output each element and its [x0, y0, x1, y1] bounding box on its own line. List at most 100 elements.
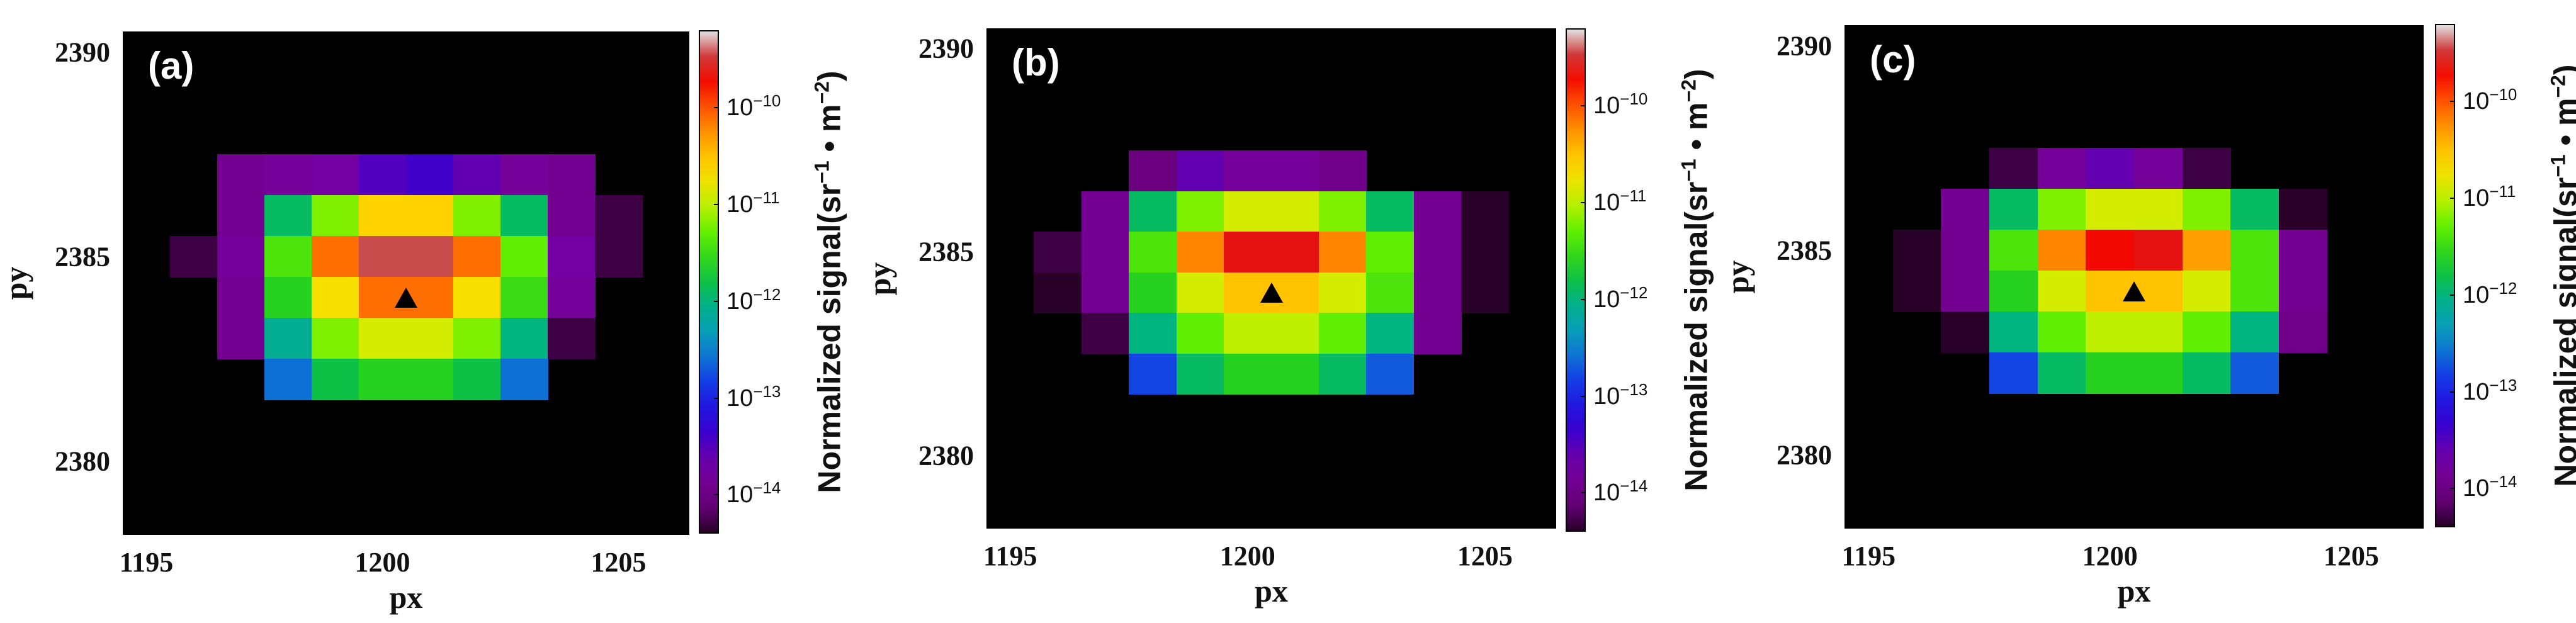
heatmap-cell [1989, 189, 2038, 230]
colorbar-tick-mark [2450, 101, 2455, 103]
y-tick-label: 2390 [918, 33, 974, 64]
heatmap-cell [1366, 232, 1415, 273]
heatmap-cell [2086, 230, 2135, 271]
triangle-marker [395, 287, 417, 308]
colorbar-tick-mark [714, 107, 719, 109]
heatmap-cell [500, 277, 548, 318]
heatmap-cell [548, 154, 596, 196]
y-tick-label: 2380 [55, 446, 110, 477]
panel-label: (a) [148, 45, 195, 87]
x-tick-mark [381, 529, 383, 535]
colorbar-tick-mark [1581, 492, 1586, 494]
heatmap-cell [2086, 189, 2135, 230]
heatmap-cell [1271, 150, 1319, 192]
colorbar-tick-label: 10−14 [726, 478, 781, 508]
colorbar-tick-label: 10−14 [1593, 476, 1648, 507]
heatmap-cell [1318, 272, 1367, 313]
heatmap-cell [1989, 312, 2038, 353]
panel-label: (c) [1870, 38, 1916, 81]
panel-b: (b) 1195 1200 1205 2380 2385 2390 px py 10−10 10−1… [862, 0, 1719, 623]
y-axis-label: py [1720, 260, 1755, 294]
heatmap-cell [2230, 271, 2279, 312]
heatmap-cell [359, 154, 407, 196]
x-tick-label: 1195 [1841, 541, 1896, 571]
heatmap-cell [2230, 230, 2279, 271]
colorbar-tick-label: 10−12 [1593, 283, 1648, 313]
colorbar-tick-mark [2450, 488, 2455, 490]
x-tick-label: 1195 [983, 541, 1037, 571]
heatmap-cell [453, 154, 501, 196]
heatmap-cell [264, 277, 312, 318]
x-tick-label: 1195 [119, 547, 174, 578]
heatmap-cell [1176, 272, 1224, 313]
heatmap-cell [312, 359, 359, 400]
heatmap-cell [548, 236, 596, 278]
heatmap-cell [2037, 230, 2086, 271]
heatmap-cell [264, 359, 312, 400]
heatmap-cell [2037, 271, 2086, 312]
heatmap-cell [170, 236, 218, 278]
x-tick-label: 1205 [590, 547, 647, 578]
heatmap-cell [359, 359, 407, 400]
heatmap-cell [1318, 191, 1367, 232]
colorbar-tick-mark [714, 300, 719, 302]
heatmap-cell [595, 236, 643, 278]
heatmap-cell [406, 318, 454, 359]
heatmap-cell [1461, 272, 1510, 313]
heatmap-cell [2182, 352, 2231, 394]
heatmap-cell [595, 195, 643, 237]
heatmap-cell [1224, 313, 1272, 354]
heatmap-cell [2086, 148, 2135, 189]
heatmap-cell [1176, 313, 1224, 354]
colorbar-tick-mark [1581, 201, 1586, 203]
x-tick-mark [1009, 522, 1011, 529]
x-tick-mark [1868, 522, 1870, 529]
heatmap-cell [1892, 271, 1941, 312]
colorbar-tick-label: 10−12 [726, 284, 781, 315]
heatmap-cell [500, 195, 548, 237]
heatmap-cell [548, 195, 596, 237]
heatmap-cell [548, 318, 596, 359]
colorbar-tick-label: 10−10 [1593, 89, 1648, 120]
heatmap-cell [1413, 313, 1462, 354]
heatmap-cell [2037, 189, 2086, 230]
heatmap-cell [1413, 232, 1462, 273]
heatmap-cell [1366, 191, 1415, 232]
heatmap-cell [2182, 271, 2231, 312]
colorbar-tick-label: 10−12 [2463, 278, 2517, 308]
heatmap-cell [500, 236, 548, 278]
colorbar-tick-mark [1581, 105, 1586, 107]
colorbar-label: Normalized signal(sr−1 • m−2) [810, 70, 847, 493]
heatmap-cell [1989, 230, 2038, 271]
colorbar [699, 30, 719, 534]
heatmap-cell [453, 195, 501, 237]
x-axis-label: px [389, 580, 423, 615]
heatmap-cell [406, 236, 454, 278]
heatmap-cell [1318, 232, 1367, 273]
panel-a: (a) 1195 1200 1205 2380 2385 2390 px py 10−10 10−1… [0, 0, 856, 623]
heatmap-cell [2279, 271, 2328, 312]
heatmap-cell [500, 154, 548, 196]
heatmap-cell [1081, 313, 1129, 354]
y-axis-label: py [862, 262, 897, 295]
heatmap-cell [2230, 352, 2279, 394]
heatmap-cell [1129, 354, 1177, 395]
heatmap-cell [500, 359, 548, 400]
heatmap-cell [406, 195, 454, 237]
heatmap-cell [1129, 313, 1177, 354]
heatmap-cell [548, 277, 596, 318]
heatmap-cell [1129, 272, 1177, 313]
heatmap-cell [2279, 312, 2328, 353]
colorbar-tick-label: 10−11 [2463, 181, 2516, 211]
heatmap-cell [2086, 312, 2135, 353]
colorbar-tick-mark [1581, 395, 1586, 397]
heatmap-cell [2182, 148, 2231, 189]
x-tick-mark [618, 529, 619, 535]
y-tick-label: 2380 [918, 440, 974, 471]
heatmap-plot-area: (b) [986, 28, 1556, 529]
heatmap-cell [1941, 189, 1990, 230]
heatmap-cell [406, 154, 454, 196]
heatmap-cell [1081, 232, 1129, 273]
heatmap-cell [1413, 191, 1462, 232]
colorbar [1566, 28, 1586, 532]
